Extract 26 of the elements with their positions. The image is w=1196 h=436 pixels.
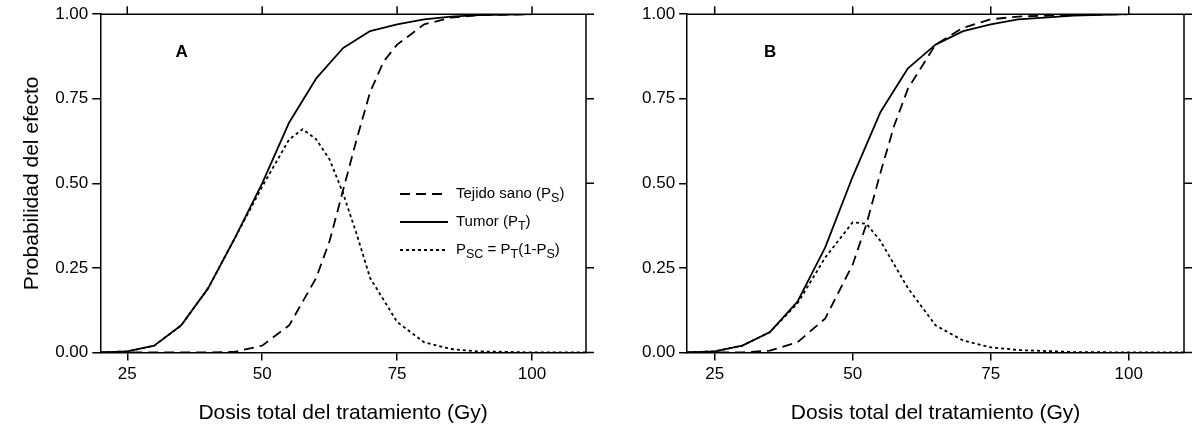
x-axis-title: Dosis total del tratamiento (Gy)	[790, 400, 1081, 424]
y-tick-label: 0.75	[55, 88, 89, 108]
annotation: A	[175, 41, 188, 61]
x-tick-label: 50	[252, 364, 272, 384]
x-tick-label: 100	[517, 364, 547, 384]
x-tick-label: 50	[843, 364, 863, 384]
y-tick-label: 0.75	[641, 88, 676, 108]
y-tick-label: 0.25	[55, 257, 89, 277]
x-tick-label: 25	[705, 364, 725, 384]
y-tick-label: 0.00	[641, 342, 676, 362]
legend-label: P$_{SC}$ = P$_{T}$(1-P$_{S}$)	[456, 239, 560, 261]
x-axis-title: Dosis total del tratamiento (Gy)	[198, 400, 488, 424]
y-tick-label: 1.00	[641, 3, 676, 23]
legend-label: Tumor (P$_{T}$)	[456, 211, 531, 233]
x-tick-label: 75	[981, 364, 1001, 384]
legend-label: Tejido sano (P$_{S}$)	[456, 183, 565, 205]
y-tick-label: 0.25	[641, 257, 676, 277]
annotation: B	[764, 41, 777, 61]
x-tick-label: 25	[117, 364, 137, 384]
x-tick-label: 100	[1114, 364, 1143, 384]
x-tick-label: 75	[387, 364, 407, 384]
y-axis-title: Probabilidad del efecto	[19, 76, 43, 291]
y-tick-label: 0.50	[55, 172, 89, 192]
y-tick-label: 0.50	[641, 172, 676, 192]
y-tick-label: 1.00	[55, 3, 89, 23]
y-tick-label: 0.00	[55, 342, 89, 362]
